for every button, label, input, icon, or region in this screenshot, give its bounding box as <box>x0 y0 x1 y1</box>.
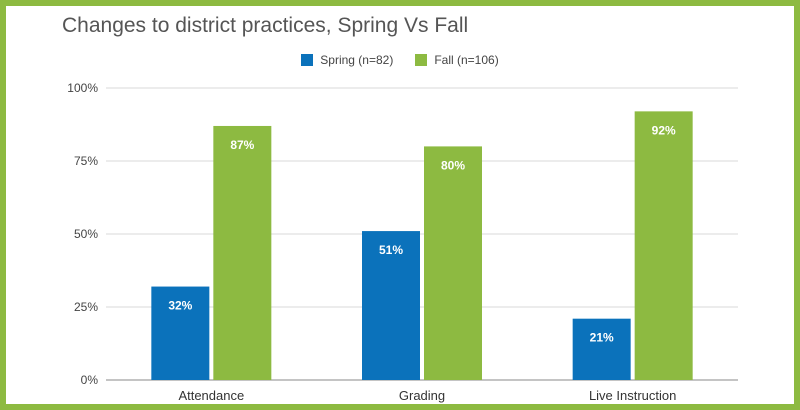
legend-swatch-spring <box>301 54 314 66</box>
plot-area: 0% 25% 50% 75% 100% 32% 87% Attendance 51% 80% Gra… <box>67 81 738 403</box>
bar <box>151 286 210 380</box>
bar <box>213 125 272 381</box>
data-label: 87% <box>230 138 254 152</box>
legend-item-spring: Spring (n=82) <box>301 53 393 67</box>
chart-frame: Changes to district practices, Spring Vs… <box>6 6 794 404</box>
legend-label-spring: Spring (n=82) <box>320 53 394 67</box>
data-label: 32% <box>168 299 192 313</box>
x-tick-label: Attendance <box>178 388 244 403</box>
data-label: 51% <box>379 243 403 257</box>
y-tick-label: 25% <box>74 300 98 314</box>
x-tick-label: Live Instruction <box>589 388 676 403</box>
y-tick-label: 0% <box>81 373 99 387</box>
legend: Spring (n=82) Fall (n=106) <box>6 53 794 67</box>
legend-swatch-fall <box>415 54 428 66</box>
legend-label-fall: Fall (n=106) <box>434 53 499 67</box>
legend-item-fall: Fall (n=106) <box>415 53 499 67</box>
data-label: 21% <box>590 331 614 345</box>
x-tick-label: Grading <box>399 388 445 403</box>
data-label: 92% <box>652 123 676 137</box>
bar <box>362 231 420 380</box>
data-label: 80% <box>441 158 465 172</box>
y-tick-label: 100% <box>67 81 98 95</box>
y-tick-label: 75% <box>74 154 98 168</box>
y-tick-label: 50% <box>74 227 98 241</box>
chart-title: Changes to district practices, Spring Vs… <box>62 14 469 37</box>
bar <box>634 111 693 381</box>
bar <box>424 146 482 380</box>
bar <box>572 318 631 380</box>
